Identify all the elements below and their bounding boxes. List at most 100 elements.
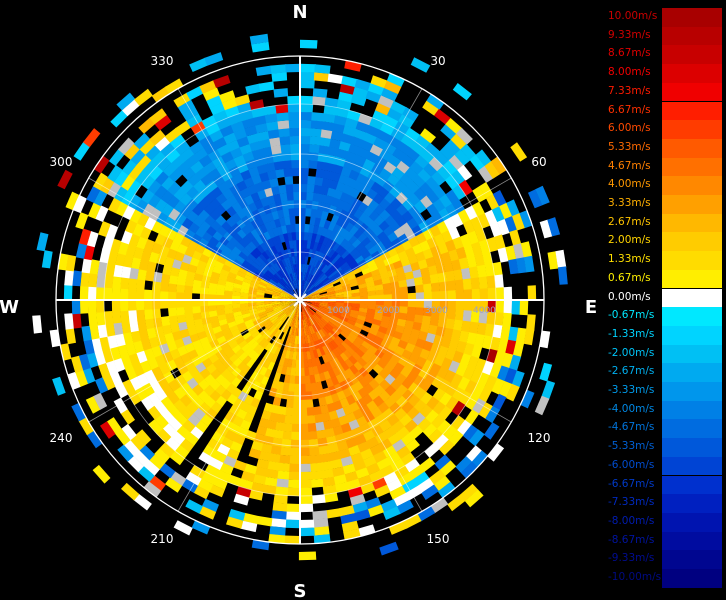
legend-swatch — [662, 120, 722, 139]
legend-entry: 2.00m/s — [606, 232, 726, 252]
compass-north: N — [292, 2, 307, 23]
legend-label: -3.33m/s — [608, 384, 655, 396]
legend-label: -8.00m/s — [608, 514, 655, 527]
legend-swatch — [662, 195, 722, 214]
compass-east: E — [585, 297, 597, 318]
legend-swatch — [662, 45, 722, 65]
legend-entry: 4.00m/s — [606, 176, 726, 195]
legend-entry: -4.00m/s — [606, 400, 726, 420]
legend-entry: 0.00m/s — [606, 288, 726, 308]
legend-swatch — [662, 363, 722, 382]
legend-label: 6.00m/s — [608, 122, 651, 135]
legend-entry: -2.67m/s — [606, 363, 726, 382]
legend-entry: -0.67m/s — [606, 307, 726, 326]
legend-entry: 1.33m/s — [606, 251, 726, 270]
radar-center — [293, 293, 307, 307]
legend-label: -9.33m/s — [608, 552, 655, 565]
legend-label: -4.00m/s — [608, 402, 655, 415]
legend-entry: -2.00m/s — [606, 344, 726, 364]
legend-label: 4.67m/s — [608, 159, 651, 172]
bearing-label-240: 240 — [50, 431, 73, 445]
legend-label: 8.67m/s — [608, 47, 651, 60]
legend-label: 4.00m/s — [608, 178, 651, 191]
legend-label: -6.67m/s — [608, 477, 655, 490]
legend-swatch — [662, 232, 722, 252]
legend-swatch — [662, 382, 722, 401]
azimuth-spoke — [299, 299, 512, 423]
legend-label: -4.67m/s — [608, 421, 655, 434]
compass-west: W — [0, 297, 19, 318]
legend-swatch — [662, 251, 722, 270]
legend-swatch — [662, 456, 722, 476]
legend-swatch — [662, 344, 722, 364]
legend-swatch — [662, 494, 722, 513]
legend-entry: -4.67m/s — [606, 419, 726, 439]
legend-swatch — [662, 157, 722, 177]
legend-swatch — [662, 8, 722, 27]
legend-swatch — [662, 138, 722, 158]
legend-label: 2.00m/s — [608, 234, 651, 247]
azimuth-spoke — [299, 177, 512, 301]
legend-entry: 8.00m/s — [606, 64, 726, 83]
range-label-2000: 2000 — [377, 306, 400, 316]
legend-entry: -7.33m/s — [606, 494, 726, 513]
legend-swatch — [662, 26, 722, 46]
legend-label: 1.33m/s — [608, 253, 651, 266]
legend-swatch — [662, 307, 722, 326]
legend-swatch — [662, 101, 722, 121]
legend-label: 3.33m/s — [608, 197, 651, 209]
velocity-field — [32, 33, 568, 561]
legend-swatch — [662, 569, 722, 588]
range-labels: 1000 2000 3000 4000 — [327, 306, 496, 316]
azimuth-spoke — [177, 88, 301, 301]
legend-label: 5.33m/s — [608, 140, 651, 153]
legend-label: 6.67m/s — [608, 103, 651, 116]
legend-swatch — [662, 419, 722, 439]
legend-label: 10.00m/s — [608, 10, 658, 22]
bearing-label-150: 150 — [427, 532, 450, 546]
legend-entry: 6.00m/s — [606, 120, 726, 139]
legend-entry: -6.00m/s — [606, 456, 726, 476]
range-label-4000: 4000 — [473, 306, 496, 316]
bearing-label-60: 60 — [531, 155, 546, 169]
legend-label: 9.33m/s — [608, 28, 651, 41]
legend-swatch — [662, 531, 722, 551]
legend-entry: -9.33m/s — [606, 550, 726, 569]
legend-label: -6.00m/s — [608, 458, 655, 471]
legend-swatch — [662, 269, 722, 289]
azimuth-spoke — [177, 299, 301, 512]
bearing-label-30: 30 — [430, 54, 445, 68]
bearing-label-300: 300 — [50, 155, 73, 169]
legend-label: -2.67m/s — [608, 365, 655, 378]
legend-swatch — [662, 512, 722, 532]
legend-entry: 8.67m/s — [606, 45, 726, 65]
legend-label: 2.67m/s — [608, 215, 651, 228]
bearing-labels: 30 60 120 150 210 240 300 330 — [50, 54, 551, 546]
legend-swatch — [662, 325, 722, 345]
legend-entry: 7.33m/s — [606, 82, 726, 102]
legend-entry: -5.33m/s — [606, 438, 726, 457]
legend-swatch — [662, 288, 722, 308]
range-label-3000: 3000 — [425, 306, 448, 316]
legend-label: -8.67m/s — [608, 533, 655, 546]
legend-swatch — [662, 213, 722, 233]
legend-entry: -8.00m/s — [606, 512, 726, 532]
legend-swatch — [662, 400, 722, 420]
legend-entry: -10.00m/s — [606, 569, 726, 588]
bearing-label-330: 330 — [151, 54, 174, 68]
bearing-label-120: 120 — [528, 431, 551, 445]
legend-entry: -1.33m/s — [606, 325, 726, 345]
compass-south: S — [294, 581, 307, 600]
legend-entry: 6.67m/s — [606, 101, 726, 121]
legend-entry: 0.67m/s — [606, 269, 726, 289]
range-label-1000: 1000 — [327, 306, 350, 316]
legend-swatch — [662, 176, 722, 195]
legend-swatch — [662, 438, 722, 457]
legend-swatch — [662, 64, 722, 83]
legend-label: 8.00m/s — [608, 66, 651, 79]
azimuth-spoke — [88, 299, 301, 423]
legend-label: -0.67m/s — [608, 309, 655, 322]
legend-entry: -8.67m/s — [606, 531, 726, 551]
legend-swatch — [662, 82, 722, 102]
legend-label: -10.00m/s — [608, 571, 662, 583]
